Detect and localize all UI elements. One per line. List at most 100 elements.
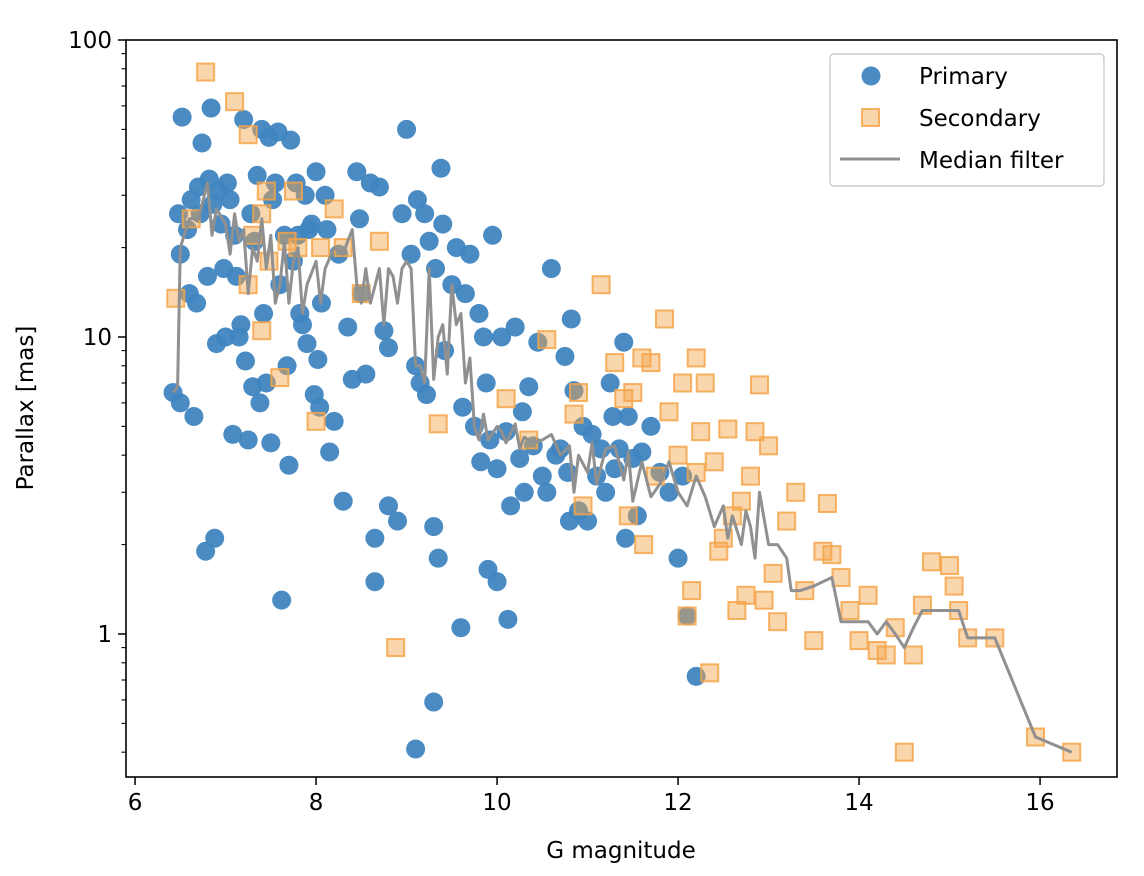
primary-point: [433, 214, 453, 234]
secondary-point: [731, 491, 751, 511]
primary-point: [170, 393, 190, 413]
primary-point: [424, 517, 444, 537]
secondary-point: [225, 92, 245, 112]
primary-point: [223, 424, 243, 444]
primary-point: [192, 133, 212, 153]
primary-point: [297, 334, 317, 354]
secondary-point: [659, 402, 679, 422]
secondary-point: [283, 181, 303, 201]
secondary-point: [537, 330, 557, 350]
x-tick-label: 16: [1025, 790, 1054, 816]
secondary-point: [804, 631, 824, 651]
x-tick-label: 10: [482, 790, 511, 816]
secondary-point: [311, 238, 331, 258]
secondary-point: [196, 62, 216, 82]
y-tick-label: 1: [97, 622, 112, 648]
legend-box: [829, 53, 1105, 187]
primary-point: [302, 214, 322, 234]
secondary-point: [618, 506, 638, 526]
secondary-point: [695, 373, 715, 393]
secondary-point: [496, 389, 516, 409]
secondary-point: [858, 585, 878, 605]
secondary-point: [324, 199, 344, 219]
primary-point: [392, 204, 412, 224]
x-tick-label: 6: [128, 790, 143, 816]
legend-secondary-label: Secondary: [919, 106, 1041, 132]
primary-point: [281, 130, 301, 150]
secondary-point: [386, 638, 406, 658]
primary-point: [578, 511, 598, 531]
plot-area: [163, 62, 1082, 762]
primary-point: [369, 177, 389, 197]
primary-point: [308, 349, 328, 369]
primary-point: [324, 411, 344, 431]
primary-point: [333, 491, 353, 511]
secondary-point: [745, 422, 765, 442]
primary-point: [668, 548, 688, 568]
primary-point: [532, 466, 552, 486]
primary-point: [424, 692, 444, 712]
primary-point: [537, 482, 557, 502]
primary-point: [415, 204, 435, 224]
x-tick-label: 12: [663, 790, 692, 816]
primary-point: [226, 266, 246, 286]
primary-point: [451, 618, 471, 638]
legend: Primary Secondary Median filter: [829, 53, 1105, 187]
primary-point: [460, 244, 480, 264]
primary-point: [487, 572, 507, 592]
primary-point: [238, 430, 258, 450]
x-tick-label: 8: [309, 790, 324, 816]
primary-point: [235, 351, 255, 371]
secondary-point: [673, 373, 693, 393]
primary-point: [498, 609, 518, 629]
secondary-point: [668, 445, 688, 465]
primary-point: [349, 209, 369, 229]
y-tick-label: 10: [83, 325, 112, 351]
y-tick-label: 100: [68, 28, 112, 54]
primary-point: [492, 327, 512, 347]
secondary-point: [605, 353, 625, 373]
primary-point: [614, 332, 634, 352]
secondary-point: [623, 383, 643, 403]
secondary-point: [831, 567, 851, 587]
primary-point: [197, 266, 217, 286]
secondary-point: [700, 663, 720, 683]
secondary-point: [768, 612, 788, 632]
primary-point: [347, 162, 367, 182]
primary-point: [378, 496, 398, 516]
secondary-point: [849, 631, 869, 651]
secondary-point: [1062, 742, 1082, 762]
primary-point: [555, 346, 575, 366]
primary-point: [397, 119, 417, 139]
primary-point: [632, 442, 652, 462]
secondary-point: [682, 581, 702, 601]
secondary-point: [654, 309, 674, 329]
primary-point: [616, 528, 636, 548]
primary-point: [407, 190, 427, 210]
secondary-point: [718, 419, 738, 439]
plot-frame: [125, 39, 1118, 778]
primary-point: [519, 377, 539, 397]
legend-primary-marker: [861, 66, 881, 86]
primary-point: [596, 482, 616, 502]
secondary-point: [564, 404, 584, 424]
primary-point: [618, 406, 638, 426]
primary-point: [609, 439, 629, 459]
primary-point: [473, 327, 493, 347]
primary-point: [234, 109, 254, 129]
secondary-point: [641, 353, 661, 373]
secondary-point: [569, 383, 589, 403]
primary-point: [514, 482, 534, 502]
primary-point: [561, 309, 581, 329]
secondary-point: [252, 321, 272, 341]
secondary-point: [822, 545, 842, 565]
secondary-point: [759, 436, 779, 456]
primary-point: [512, 402, 532, 422]
primary-point: [419, 231, 439, 251]
primary-point: [172, 107, 192, 127]
secondary-point: [256, 181, 276, 201]
primary-point: [187, 293, 207, 313]
secondary-point: [428, 414, 448, 434]
primary-point: [279, 455, 299, 475]
